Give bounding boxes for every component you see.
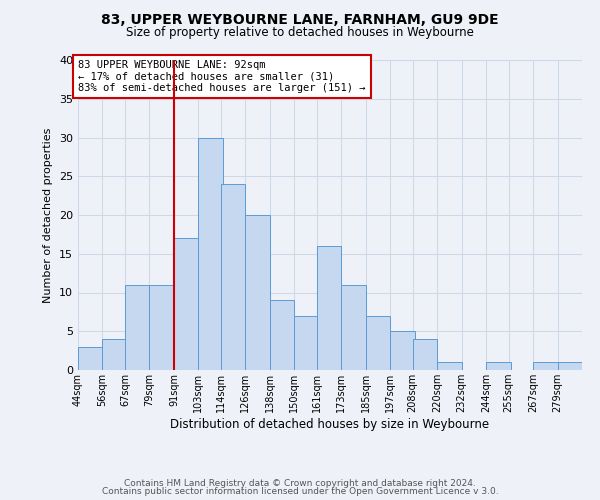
- X-axis label: Distribution of detached houses by size in Weybourne: Distribution of detached houses by size …: [170, 418, 490, 431]
- Bar: [199, 138, 223, 370]
- Bar: [317, 246, 341, 370]
- Bar: [341, 285, 366, 370]
- Bar: [486, 362, 511, 370]
- Bar: [78, 347, 103, 370]
- Bar: [174, 238, 199, 370]
- Bar: [366, 316, 390, 370]
- Bar: [533, 362, 557, 370]
- Text: Contains public sector information licensed under the Open Government Licence v : Contains public sector information licen…: [101, 487, 499, 496]
- Bar: [437, 362, 461, 370]
- Bar: [103, 339, 127, 370]
- Bar: [294, 316, 319, 370]
- Text: Contains HM Land Registry data © Crown copyright and database right 2024.: Contains HM Land Registry data © Crown c…: [124, 478, 476, 488]
- Bar: [390, 331, 415, 370]
- Bar: [245, 215, 270, 370]
- Y-axis label: Number of detached properties: Number of detached properties: [43, 128, 53, 302]
- Text: 83 UPPER WEYBOURNE LANE: 92sqm
← 17% of detached houses are smaller (31)
83% of : 83 UPPER WEYBOURNE LANE: 92sqm ← 17% of …: [78, 60, 365, 93]
- Text: 83, UPPER WEYBOURNE LANE, FARNHAM, GU9 9DE: 83, UPPER WEYBOURNE LANE, FARNHAM, GU9 9…: [101, 12, 499, 26]
- Bar: [557, 362, 582, 370]
- Bar: [413, 339, 437, 370]
- Text: Size of property relative to detached houses in Weybourne: Size of property relative to detached ho…: [126, 26, 474, 39]
- Bar: [149, 285, 174, 370]
- Bar: [270, 300, 294, 370]
- Bar: [125, 285, 149, 370]
- Bar: [221, 184, 245, 370]
